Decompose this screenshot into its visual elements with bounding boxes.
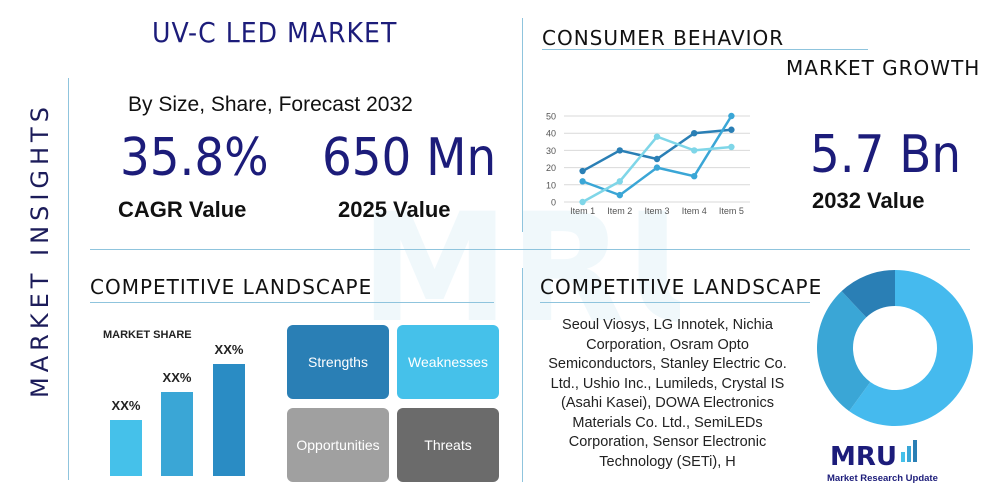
sidebar-divider [68, 78, 69, 480]
market-share-bar-label: XX% [214, 342, 244, 357]
market-share-label: MARKET SHARE [103, 329, 192, 341]
y-tick-label: 20 [546, 163, 556, 173]
watermark-logo: MRU [360, 200, 680, 340]
market-share-bar [161, 392, 193, 476]
market-share-bar [110, 420, 142, 476]
y-tick-label: 40 [546, 129, 556, 139]
middle-divider [90, 249, 970, 250]
mru-logo: MRU [830, 440, 917, 472]
swot-strengths[interactable]: Strengths [287, 325, 389, 399]
consumer-behavior-heading: CONSUMER BEHAVIOR [542, 26, 785, 50]
logo-bar-1 [901, 452, 905, 462]
swot-threats-label: Threats [424, 437, 472, 453]
base-year-value: 650 Mn [322, 128, 497, 188]
line-chart: 0 10 20 30 40 50 Item 1 Item 2 Item 3 Item 4 Item … [546, 112, 750, 216]
series-2-point [691, 173, 698, 180]
logo-bar-2 [907, 446, 911, 462]
competitive-right-underline [540, 302, 810, 303]
mru-logo-caption: Market Research Update [827, 473, 938, 484]
page-title: UV-C LED MARKET [152, 16, 398, 49]
swot-strengths-label: Strengths [308, 354, 368, 370]
swot-opportunities-label: Opportunities [296, 437, 380, 453]
y-tick-label: 10 [546, 180, 556, 190]
series-2-point [728, 112, 735, 120]
page-subtitle: By Size, Share, Forecast 2032 [128, 93, 413, 116]
x-tick-label: Item 3 [644, 206, 669, 216]
donut-slice [841, 270, 895, 318]
series-3-point [653, 133, 661, 140]
series-1-point [616, 147, 623, 154]
series-3-point [728, 143, 735, 151]
donut-slice [817, 291, 871, 412]
series-2-point [579, 178, 586, 185]
y-tick-label: 0 [551, 198, 556, 208]
svg-text:MRU: MRU [830, 442, 897, 472]
swot-threats[interactable]: Threats [397, 408, 499, 482]
base-year-label: 2025 Value [338, 197, 451, 222]
market-share-bar-label: XX% [111, 398, 141, 413]
consumer-heading-underline [542, 49, 868, 50]
swot-opportunities[interactable]: Opportunities [287, 408, 389, 482]
logo-bar-3 [913, 440, 917, 462]
market-share-bar-chart: XX% XX% XX% [100, 340, 260, 476]
forecast-label: 2032 Value [812, 188, 925, 213]
y-tick-label: 30 [546, 146, 556, 156]
swot-weaknesses[interactable]: Weaknesses [397, 325, 499, 399]
competitive-left-heading: COMPETITIVE LANDSCAPE [90, 275, 373, 299]
series-line-2 [582, 115, 733, 197]
svg-text:MRU: MRU [360, 200, 680, 340]
market-insights-label: MARKET INSIGHTS [26, 102, 54, 398]
donut-chart [817, 270, 973, 426]
cagr-label: CAGR Value [118, 197, 247, 222]
x-tick-label: Item 4 [682, 206, 707, 216]
y-tick-label: 50 [546, 112, 556, 122]
series-3-point [579, 198, 586, 206]
x-tick-label: Item 5 [719, 206, 744, 216]
market-share-bar [213, 364, 245, 476]
series-1-point [653, 155, 661, 163]
donut-slice [849, 270, 973, 426]
series-1-point [728, 126, 735, 133]
x-tick-label: Item 1 [570, 206, 595, 216]
forecast-value: 5.7 Bn [810, 125, 961, 185]
swot-weaknesses-label: Weaknesses [408, 354, 488, 370]
series-2-point [616, 191, 623, 199]
top-right-divider [522, 18, 523, 232]
company-list: Seoul Viosys, LG Innotek, Nichia Corpora… [548, 317, 787, 470]
series-3-point [691, 147, 698, 154]
series-3-point [616, 178, 623, 185]
competitive-right-heading: COMPETITIVE LANDSCAPE [540, 275, 823, 299]
series-1-point [579, 167, 586, 175]
bottom-divider [522, 268, 523, 482]
competitive-left-underline [90, 302, 494, 303]
cagr-value: 35.8% [120, 128, 269, 188]
x-tick-label: Item 2 [607, 206, 632, 216]
series-2-point [653, 164, 661, 171]
series-1-point [691, 130, 698, 137]
market-growth-heading: MARKET GROWTH [786, 56, 981, 80]
market-share-bar-label: XX% [162, 370, 192, 385]
